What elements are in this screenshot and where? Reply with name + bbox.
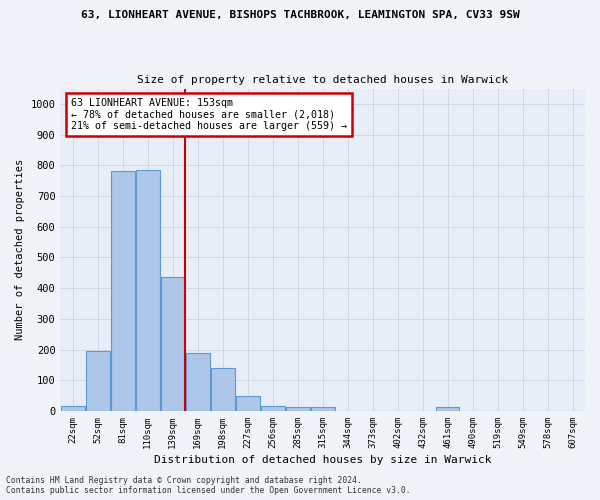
Bar	[311, 408, 335, 411]
Bar	[286, 408, 310, 411]
X-axis label: Distribution of detached houses by size in Warwick: Distribution of detached houses by size …	[154, 455, 491, 465]
Bar	[111, 172, 135, 411]
Bar	[136, 170, 160, 411]
Bar	[261, 406, 284, 411]
Bar	[436, 408, 460, 411]
Bar	[211, 368, 235, 411]
Bar	[86, 351, 110, 411]
Bar	[161, 278, 185, 411]
Text: Contains HM Land Registry data © Crown copyright and database right 2024.
Contai: Contains HM Land Registry data © Crown c…	[6, 476, 410, 495]
Text: 63 LIONHEART AVENUE: 153sqm
← 78% of detached houses are smaller (2,018)
21% of : 63 LIONHEART AVENUE: 153sqm ← 78% of det…	[71, 98, 347, 132]
Title: Size of property relative to detached houses in Warwick: Size of property relative to detached ho…	[137, 75, 508, 85]
Text: 63, LIONHEART AVENUE, BISHOPS TACHBROOK, LEAMINGTON SPA, CV33 9SW: 63, LIONHEART AVENUE, BISHOPS TACHBROOK,…	[80, 10, 520, 20]
Bar	[61, 406, 85, 411]
Y-axis label: Number of detached properties: Number of detached properties	[15, 159, 25, 340]
Bar	[236, 396, 260, 411]
Bar	[186, 352, 209, 411]
